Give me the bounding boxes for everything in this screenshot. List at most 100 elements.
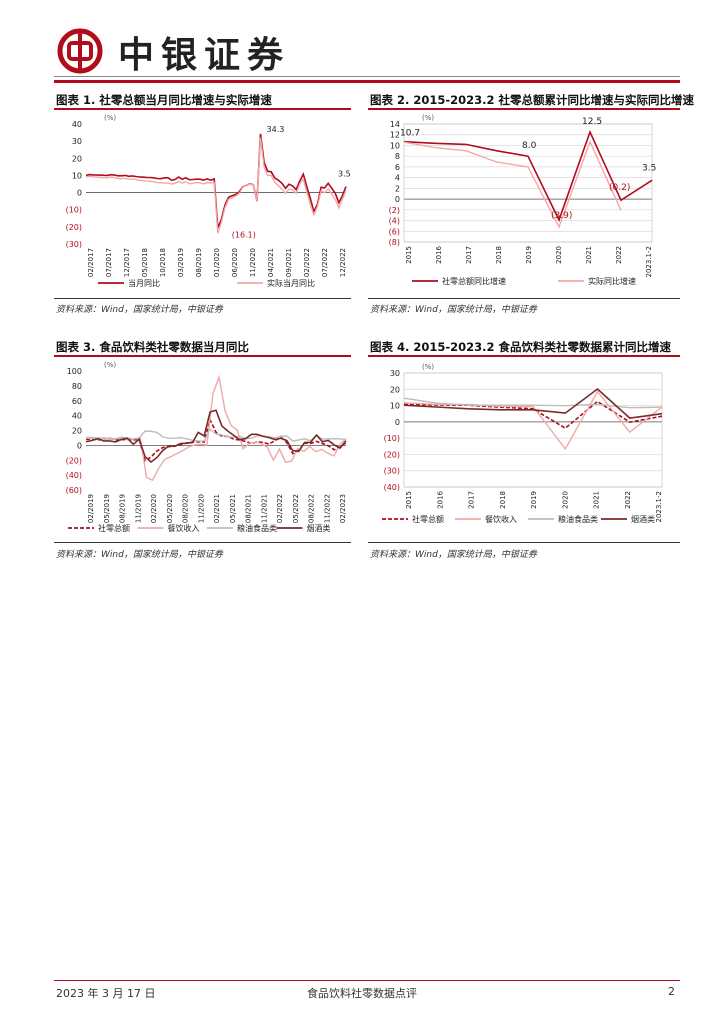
series-line (403, 397, 663, 409)
y-tick-label: (20) (66, 223, 82, 232)
x-tick-label: 02/2020 (150, 494, 158, 523)
x-tick-label: 02/2017 (87, 248, 95, 277)
legend-label: 烟酒类 (307, 523, 331, 533)
y-tick-label: 0 (77, 441, 82, 450)
y-tick-label: (2) (389, 206, 400, 215)
x-tick-label: 05/2018 (141, 248, 149, 277)
x-tick-label: 2022 (615, 246, 623, 264)
plot-frame (403, 372, 663, 488)
series-line (403, 139, 622, 229)
legend-label: 社零总额同比增速 (442, 276, 506, 286)
chart-food-beverage-annual-yoy: (%) 30 20 10 0 (10) (20) (30) (40) 2015 2016 2017 20… (382, 363, 663, 524)
x-tick-label: 02/2023 (339, 494, 347, 523)
x-tick-label: 08/2019 (119, 494, 127, 523)
legend-label: 社零总额 (412, 514, 444, 524)
page-header: 中银证券 (0, 0, 724, 84)
x-tick-label: 2019 (525, 246, 533, 264)
x-tick-label: 10/2018 (159, 248, 167, 277)
y-tick-label: 20 (72, 427, 82, 436)
y-tick-label: (8) (389, 238, 400, 247)
x-tick-label: 2015 (405, 246, 413, 264)
legend-label: 实际当月同比 (267, 278, 315, 288)
data-label: (16.1) (232, 231, 256, 240)
y-tick-label: 12 (390, 131, 400, 140)
x-tick-label: 05/2021 (229, 494, 237, 523)
y-tick-label: 10 (390, 402, 400, 411)
figure-source: 资料来源：Wind，国家统计局，中银证券 (56, 305, 223, 315)
data-label: (0.2) (609, 183, 630, 193)
footer-rule (54, 980, 680, 981)
y-tick-label: (40) (66, 471, 82, 480)
x-tick-label: 2021 (593, 491, 601, 509)
y-tick-label: 100 (67, 367, 82, 376)
series-line (85, 409, 347, 464)
y-tick-label: 20 (390, 385, 400, 394)
y-tick-label: (4) (389, 217, 400, 226)
y-tick-label: 0 (395, 195, 400, 204)
figure-title: 图表 3. 食品饮料类社零数据当月同比 (56, 340, 249, 354)
legend-label: 餐饮收入 (168, 523, 200, 533)
x-tick-label: 08/2021 (245, 494, 253, 523)
y-tick-label: 0 (395, 418, 400, 427)
unit-label: (%) (104, 114, 116, 122)
y-tick-label: 14 (390, 120, 400, 129)
y-tick-label: 20 (72, 154, 82, 163)
x-tick-label: 02/2021 (213, 494, 221, 523)
figure-title-rule (54, 108, 351, 110)
figure-title-rule (368, 108, 680, 110)
x-tick-label: 11/2020 (197, 494, 205, 523)
y-tick-label: 2 (395, 184, 400, 193)
series-line (85, 137, 347, 234)
figure-bottom-rule (368, 542, 680, 543)
y-tick-label: 60 (72, 397, 82, 406)
data-label: 12.5 (582, 117, 602, 127)
data-label: 3.5 (338, 170, 351, 179)
legend-label: 烟酒类 (631, 514, 655, 524)
page-number: 2 (668, 985, 675, 998)
figure-title: 图表 4. 2015-2023.2 食品饮料类社零数据累计同比增速 (370, 340, 672, 354)
series-line (85, 374, 347, 482)
figure-source: 资料来源：Wind，国家统计局，中银证券 (370, 305, 537, 315)
y-tick-label: 80 (72, 382, 82, 391)
x-tick-label: 08/2022 (308, 494, 316, 523)
x-tick-label: 2022 (624, 491, 632, 509)
header-rule-red (54, 80, 680, 83)
figure-bottom-rule (368, 298, 680, 299)
x-tick-label: 05/2020 (166, 494, 174, 523)
unit-label: (%) (422, 114, 434, 122)
x-tick-label: 2023.1-2 (655, 491, 663, 522)
x-tick-label: 12/2022 (339, 248, 347, 277)
y-tick-label: 4 (395, 174, 400, 183)
x-tick-label: 2019 (530, 491, 538, 509)
y-tick-label: (20) (66, 456, 82, 465)
x-tick-label: 08/2020 (182, 494, 190, 523)
figure-title: 图表 2. 2015-2023.2 社零总额累计同比增速与实际同比增速 (370, 93, 695, 107)
figure-title-rule (368, 355, 680, 357)
legend-label: 餐饮收入 (485, 514, 517, 524)
data-label: 8.0 (522, 141, 537, 151)
figure-title: 图表 1. 社零总额当月同比增速与实际增速 (56, 93, 272, 107)
x-tick-label: 11/2021 (260, 494, 268, 523)
unit-label: (%) (104, 361, 116, 369)
legend-label: 粮油食品类 (558, 514, 598, 524)
y-tick-label: 40 (72, 120, 82, 129)
x-tick-label: 11/2022 (323, 494, 331, 523)
bank-of-china-logo-icon (57, 28, 103, 74)
x-tick-label: 02/2022 (276, 494, 284, 523)
figure-title-rule (54, 355, 351, 357)
data-label: 3.5 (642, 163, 656, 173)
series-line (403, 387, 663, 419)
figure-source: 资料来源：Wind，国家统计局，中银证券 (370, 550, 537, 560)
x-tick-label: 09/2021 (285, 248, 293, 277)
data-label: 10.7 (400, 129, 420, 139)
x-tick-label: 03/2019 (177, 248, 185, 277)
figure-bottom-rule (54, 542, 351, 543)
y-tick-label: (30) (66, 240, 82, 249)
x-tick-label: 11/2020 (249, 248, 257, 277)
y-tick-label: 10 (72, 171, 82, 180)
brand-name: 中银证券 (118, 35, 291, 76)
x-tick-label: 04/2021 (267, 248, 275, 277)
figure-bottom-rule (54, 298, 351, 299)
x-tick-label: 2018 (499, 491, 507, 509)
series-line (86, 428, 347, 442)
